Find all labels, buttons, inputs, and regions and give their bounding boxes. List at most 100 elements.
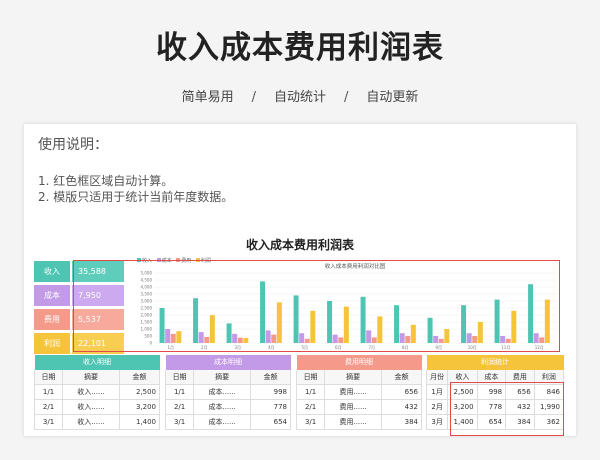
table-cell[interactable]: 收入...... — [62, 399, 120, 415]
column-header: 金额 — [381, 369, 422, 385]
bar-0-7 — [394, 305, 400, 343]
legend-label: 利润 — [200, 258, 211, 264]
table-cell[interactable]: 2/1 — [33, 399, 64, 415]
table-cell[interactable]: 778 — [250, 399, 291, 415]
table-cell[interactable]: 654 — [250, 414, 291, 430]
x-tick-label: 9月 — [435, 345, 442, 350]
bar-1-11 — [533, 333, 539, 343]
table-row: 2月 3,200 778 432 1,990 — [425, 399, 565, 415]
spreadsheet-preview: 使用说明： 1. 红色框区域自动计算。 2. 模版只适用于统计当前年度数据。 收… — [24, 124, 576, 436]
x-tick-label: 12月 — [535, 345, 544, 350]
table-cell[interactable]: 2,500 — [118, 384, 161, 400]
table-row: 1/1 成本...... 998 — [164, 384, 291, 400]
y-tick-label: 1,500 — [141, 320, 153, 325]
table-cell[interactable]: 1/1 — [33, 384, 64, 400]
bar-2-0 — [170, 333, 176, 343]
table-cell[interactable]: 1/1 — [164, 384, 195, 400]
table-cell[interactable]: 成本...... — [193, 414, 252, 430]
column-header: 利润 — [533, 369, 565, 385]
table-cell[interactable]: 432 — [381, 399, 422, 415]
usage-title: 使用说明： — [38, 137, 108, 153]
legend-label: 收入 — [142, 258, 153, 264]
column-header: 金额 — [250, 369, 291, 385]
bar-1-1 — [198, 332, 204, 343]
y-tick-label: 5,000 — [141, 271, 153, 276]
y-tick-label: 3,500 — [141, 292, 153, 297]
table-cell[interactable]: 384 — [381, 414, 422, 430]
table-cell[interactable]: 3/1 — [295, 414, 326, 430]
table-cell[interactable]: 费用...... — [324, 399, 383, 415]
profit-table: 利润统计 月份 收入 成本 费用 利润 1月 2,500 998 656 846 2月 3,200 778… — [425, 354, 565, 430]
table-row: 1/1 费用...... 656 — [295, 384, 422, 400]
column-header: 费用 — [505, 369, 535, 385]
table-cell[interactable]: 1/1 — [295, 384, 326, 400]
legend-label: 费用 — [181, 258, 192, 264]
table-cell[interactable]: 998 — [250, 384, 291, 400]
feature-tags: 简单易用 / 自动统计 / 自动更新 — [0, 86, 600, 105]
column-header: 日期 — [33, 369, 64, 385]
bar-2-10 — [505, 338, 511, 343]
tag-easy: 简单易用 — [181, 90, 234, 105]
y-tick-label: 1,000 — [141, 327, 153, 332]
bar-0-1 — [193, 298, 199, 343]
kpi-label: 成本 — [34, 285, 70, 306]
table-cell[interactable]: 2/1 — [164, 399, 195, 415]
table-cell[interactable]: 3/1 — [33, 414, 64, 430]
table-cell[interactable]: 3/1 — [164, 414, 195, 430]
profit-calc-frame — [450, 382, 564, 436]
bar-1-10 — [500, 336, 506, 343]
bar-0-0 — [159, 308, 165, 343]
table-cell[interactable]: 1,400 — [118, 414, 161, 430]
kpi-expense: 费用 5,537 — [34, 309, 124, 330]
x-tick-label: 1月 — [167, 345, 174, 350]
column-header: 摘要 — [193, 369, 252, 385]
table-title: 利润统计 — [426, 354, 564, 370]
x-tick-label: 7月 — [368, 345, 375, 350]
table-cell[interactable]: 362 — [533, 414, 565, 430]
bar-0-11 — [528, 284, 534, 343]
table-cell[interactable]: 成本...... — [193, 399, 252, 415]
table-row: 3/1 收入...... 1,400 — [33, 414, 161, 430]
table-row: 3/1 成本...... 654 — [164, 414, 291, 430]
bar-0-5 — [327, 301, 333, 343]
table-cell[interactable]: 收入...... — [62, 414, 120, 430]
table-row: 3/1 费用...... 384 — [295, 414, 422, 430]
kpi-label: 利润 — [34, 333, 70, 354]
table-cell[interactable]: 费用...... — [324, 414, 383, 430]
expense-table: 费用明细 日期 摘要 金额 1/1 费用...... 656 2/1 费用...... 432 3/… — [295, 354, 422, 430]
table-cell[interactable]: 3,200 — [118, 399, 161, 415]
table-cell[interactable]: 2/1 — [295, 399, 326, 415]
bar-3-8 — [444, 329, 450, 343]
column-header: 日期 — [295, 369, 326, 385]
table-cell[interactable]: 成本...... — [193, 384, 252, 400]
bar-1-6 — [366, 330, 372, 343]
table-cell[interactable]: 费用...... — [324, 384, 383, 400]
usage-line-2: 2. 模版只适用于统计当前年度数据。 — [38, 190, 234, 204]
bar-0-2 — [226, 323, 232, 343]
table-row: 1/1 收入...... 2,500 — [33, 384, 161, 400]
x-tick-label: 5月 — [301, 345, 308, 350]
table-cell[interactable]: 1,400 — [447, 414, 478, 430]
table-cell[interactable]: 2月 — [425, 399, 449, 415]
table-cell[interactable]: 收入...... — [62, 384, 120, 400]
x-tick-label: 4月 — [268, 345, 275, 350]
bar-2-9 — [472, 336, 478, 343]
bar-0-9 — [461, 305, 467, 343]
x-tick-label: 8月 — [402, 345, 409, 350]
kpi-cost: 成本 7,950 — [34, 285, 124, 306]
table-cell[interactable]: 3月 — [425, 414, 449, 430]
kpi-label: 费用 — [34, 309, 70, 330]
usage-line-1: 1. 红色框区域自动计算。 — [38, 174, 174, 188]
bar-2-3 — [271, 334, 277, 343]
table-cell[interactable]: 1月 — [425, 384, 449, 400]
x-tick-label: 10月 — [468, 345, 477, 350]
bar-1-7 — [399, 333, 405, 343]
bar-2-4 — [304, 338, 310, 343]
income-table: 收入明细 日期 摘要 金额 1/1 收入...... 2,500 2/1 收入...... 3,2… — [33, 354, 161, 430]
bar-2-11 — [539, 337, 545, 343]
kpi-value: 22,101 — [72, 333, 124, 354]
table-cell[interactable]: 656 — [381, 384, 422, 400]
column-header: 月份 — [425, 369, 449, 385]
y-tick-label: 0 — [149, 341, 152, 346]
bar-3-7 — [410, 324, 416, 343]
